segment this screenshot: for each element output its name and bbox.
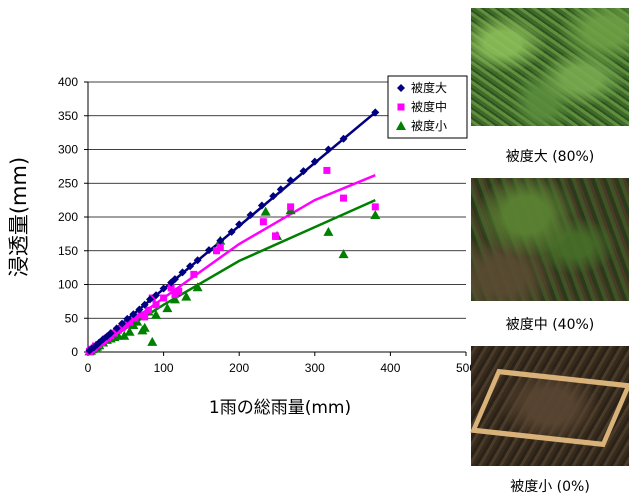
data-point xyxy=(190,270,198,278)
trend-line xyxy=(88,198,376,352)
data-point xyxy=(171,291,179,299)
x-tick-label: 300 xyxy=(305,361,325,375)
data-point xyxy=(323,166,331,174)
data-point xyxy=(145,295,154,304)
y-tick-label: 400 xyxy=(58,75,78,89)
photo-caption-high: 被度大 (80%) xyxy=(505,149,595,165)
photo-high-coverage xyxy=(471,8,629,126)
legend-marker xyxy=(397,103,405,111)
data-point xyxy=(112,324,121,333)
y-tick-label: 250 xyxy=(58,176,78,190)
x-tick-label: 0 xyxy=(85,361,92,375)
data-point xyxy=(186,262,195,271)
data-point xyxy=(339,134,348,143)
data-point xyxy=(129,310,138,319)
data-point xyxy=(152,291,161,300)
data-point xyxy=(178,268,187,277)
data-point xyxy=(118,324,126,332)
y-tick-label: 300 xyxy=(58,143,78,157)
data-point xyxy=(193,256,202,265)
data-point xyxy=(269,192,278,201)
data-point xyxy=(106,329,115,338)
quadrat-frame xyxy=(470,368,629,448)
data-point xyxy=(152,301,160,309)
data-point xyxy=(371,108,380,117)
data-point xyxy=(170,275,179,284)
data-point xyxy=(259,218,267,226)
data-point xyxy=(167,284,175,292)
data-point xyxy=(181,291,192,301)
data-point xyxy=(192,282,203,292)
data-point xyxy=(340,194,348,202)
data-point xyxy=(271,232,279,240)
data-point xyxy=(124,326,135,336)
data-point xyxy=(310,157,319,166)
data-point xyxy=(151,309,162,319)
photo-medium-coverage xyxy=(471,178,629,301)
data-point xyxy=(338,249,349,259)
data-point xyxy=(140,300,149,309)
y-tick-label: 350 xyxy=(58,109,78,123)
legend-label: 被度大 xyxy=(411,80,447,95)
data-point xyxy=(160,294,168,302)
data-point xyxy=(137,311,145,319)
gridlines xyxy=(88,81,466,319)
legend-marker xyxy=(396,121,406,130)
data-point xyxy=(147,336,158,346)
x-tick-label: 400 xyxy=(380,361,400,375)
x-axis-title: 1雨の総雨量(mm) xyxy=(209,398,351,418)
photo-caption-low: 被度小 (0%) xyxy=(510,479,590,495)
data-point xyxy=(287,203,295,211)
y-tick-label: 50 xyxy=(65,311,79,325)
data-point xyxy=(122,321,130,329)
data-point xyxy=(299,167,308,176)
legend-label: 被度小 xyxy=(411,118,447,133)
data-point xyxy=(144,306,152,314)
axes xyxy=(84,81,467,356)
data-point xyxy=(135,305,144,314)
data-point xyxy=(162,303,173,313)
data-point xyxy=(123,314,132,323)
x-tick-label: 200 xyxy=(229,361,249,375)
data-point xyxy=(159,284,168,293)
data-point xyxy=(204,246,213,255)
data-points xyxy=(84,108,381,356)
y-tick-label: 150 xyxy=(58,244,78,258)
data-point xyxy=(169,294,180,304)
data-point xyxy=(323,226,334,236)
data-point xyxy=(235,220,244,229)
data-point xyxy=(276,185,285,194)
y-tick-label: 0 xyxy=(71,345,78,359)
data-point xyxy=(257,201,266,210)
legend-marker xyxy=(397,84,405,92)
data-point xyxy=(131,314,139,322)
data-point xyxy=(216,243,224,251)
data-point xyxy=(324,145,333,154)
data-point xyxy=(175,287,183,295)
x-tick-label: 100 xyxy=(154,361,174,375)
data-point xyxy=(213,247,221,255)
photo-caption-medium: 被度中 (40%) xyxy=(505,317,595,333)
data-point xyxy=(371,203,379,211)
data-point xyxy=(119,330,130,340)
data-point xyxy=(286,176,295,185)
data-point xyxy=(141,313,149,321)
photo-low-coverage xyxy=(470,346,629,466)
y-axis-title: 浸透量(mm) xyxy=(7,157,31,277)
data-point xyxy=(139,322,150,332)
data-point xyxy=(370,209,381,219)
data-point xyxy=(118,319,127,328)
y-tick-label: 200 xyxy=(58,210,78,224)
legend-label: 被度中 xyxy=(411,99,447,114)
y-tick-label: 100 xyxy=(58,278,78,292)
data-point xyxy=(216,236,225,245)
data-point xyxy=(260,206,271,216)
data-point xyxy=(246,210,255,219)
data-point xyxy=(227,227,236,236)
data-point xyxy=(126,318,134,326)
